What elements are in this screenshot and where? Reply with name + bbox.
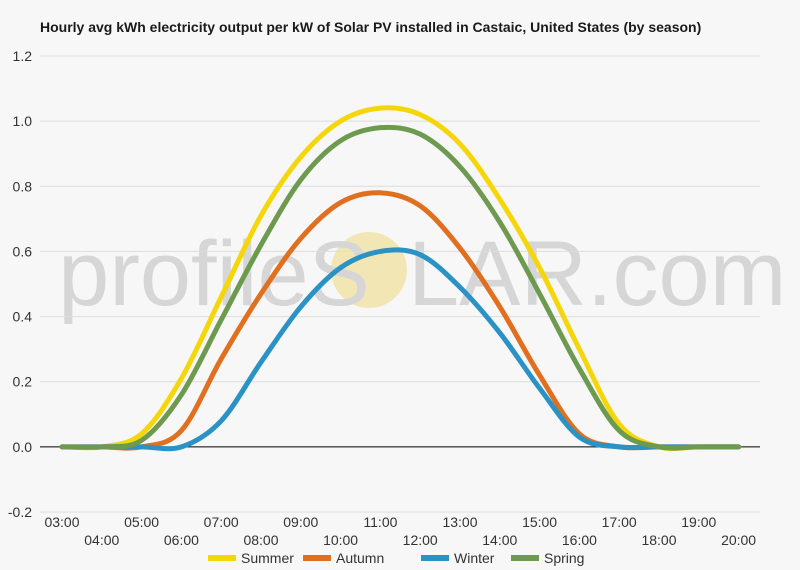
x-tick-label: 06:00 [164, 532, 199, 548]
legend-label-spring: Spring [544, 550, 584, 566]
x-tick-label: 16:00 [562, 532, 597, 548]
series-lines [59, 105, 742, 452]
gridlines [40, 55, 760, 513]
y-tick-label: 0.8 [13, 178, 33, 194]
y-tick-label: -0.2 [8, 504, 32, 520]
legend-label-winter: Winter [454, 550, 495, 566]
y-axis-ticks: -0.2 0.0 0.2 0.4 0.6 0.8 1.0 1.2 [8, 48, 32, 520]
y-tick-label: 0.6 [13, 243, 33, 259]
y-tick-label: 0.0 [13, 439, 33, 455]
x-tick-label: 17:00 [602, 514, 637, 530]
watermark: profileS LAR.com [58, 223, 786, 325]
legend-label-summer: Summer [241, 550, 294, 566]
x-tick-label: 19:00 [681, 514, 716, 530]
legend-swatch-spring [511, 555, 539, 561]
x-tick-label: 04:00 [84, 532, 119, 548]
x-tick-label: 20:00 [721, 532, 756, 548]
x-tick-label: 10:00 [323, 532, 358, 548]
series-line-spring [59, 124, 742, 451]
x-tick-label: 14:00 [482, 532, 517, 548]
x-tick-label: 18:00 [641, 532, 676, 548]
legend: Summer Autumn Winter Spring [208, 550, 584, 566]
legend-swatch-summer [208, 555, 236, 561]
x-tick-label: 12:00 [403, 532, 438, 548]
legend-swatch-winter [421, 555, 449, 561]
y-tick-label: 0.4 [13, 309, 33, 325]
chart-title: Hourly avg kWh electricity output per kW… [40, 19, 702, 35]
x-tick-label: 07:00 [204, 514, 239, 530]
x-tick-label: 03:00 [44, 514, 79, 530]
y-tick-label: 1.2 [13, 48, 33, 64]
x-tick-label: 11:00 [363, 514, 397, 530]
series-line-winter [59, 247, 742, 452]
x-tick-label: 09:00 [283, 514, 318, 530]
legend-label-autumn: Autumn [336, 550, 384, 566]
x-tick-label: 05:00 [124, 514, 159, 530]
x-tick-label: 08:00 [243, 532, 278, 548]
watermark-text-right: LAR.com [408, 223, 786, 325]
y-tick-label: 1.0 [13, 113, 33, 129]
x-tick-label: 15:00 [522, 514, 557, 530]
series-line-summer [59, 105, 742, 452]
y-tick-label: 0.2 [13, 374, 33, 390]
legend-swatch-autumn [303, 555, 331, 561]
x-tick-label: 13:00 [442, 514, 477, 530]
